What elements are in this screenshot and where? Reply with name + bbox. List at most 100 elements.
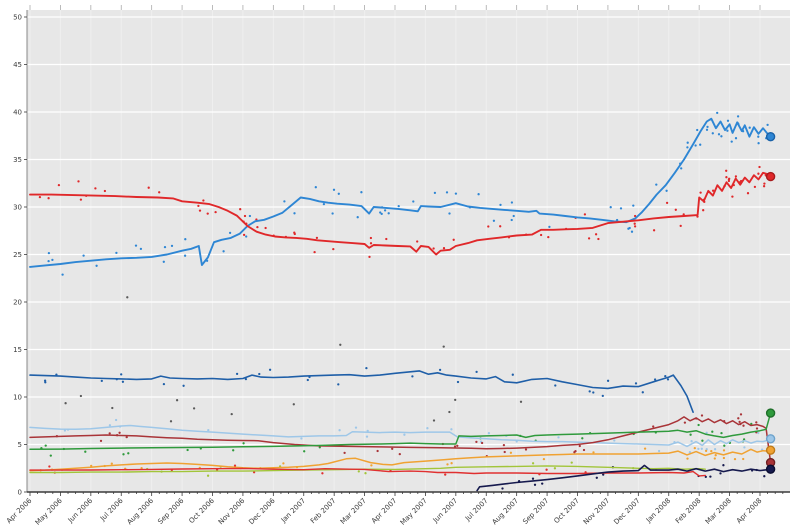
poll-dot	[763, 182, 766, 185]
poll-dot	[487, 225, 490, 228]
poll-dot	[169, 420, 173, 423]
y-tick-label: 30	[13, 204, 22, 212]
poll-dot	[725, 176, 728, 179]
poll-dot	[369, 236, 373, 240]
poll-dot	[510, 201, 514, 204]
poll-dot	[122, 453, 125, 456]
poll-dot	[79, 198, 83, 201]
poll-dot	[364, 472, 367, 475]
poll-dot	[63, 429, 67, 432]
poll-dot	[206, 474, 210, 477]
poll-dot	[314, 186, 317, 189]
y-tick-label: 5	[18, 441, 22, 449]
poll-dot	[114, 418, 118, 422]
poll-dot	[121, 380, 125, 383]
poll-dot	[700, 447, 703, 450]
trend-line-maroon	[29, 416, 772, 464]
poll-dot	[730, 140, 733, 143]
poll-dot	[475, 440, 478, 444]
poll-dot	[619, 207, 623, 210]
trend-line-pale-blue	[29, 424, 772, 448]
poll-dot	[679, 224, 682, 228]
poll-dot	[256, 225, 259, 229]
poll-dot	[387, 212, 390, 215]
poll-dot	[197, 204, 200, 208]
poll-dot	[442, 247, 446, 250]
result-marker-light-blue	[765, 131, 776, 142]
poll-dot	[242, 233, 246, 237]
poll-dot	[293, 212, 296, 215]
poll-dot	[666, 378, 670, 381]
poll-dot	[557, 436, 560, 439]
poll-dot	[686, 457, 689, 460]
poll-dot	[694, 144, 697, 147]
poll-dot	[699, 143, 702, 146]
poll-dot	[44, 381, 47, 384]
poll-dot	[602, 473, 605, 476]
poll-dot	[492, 219, 496, 222]
poll-dot	[641, 391, 644, 394]
poll-dot	[315, 236, 319, 240]
poll-dot	[548, 225, 551, 229]
poll-dot	[79, 394, 83, 398]
poll-dot	[733, 457, 737, 461]
poll-dot	[680, 167, 683, 170]
trend-line-red	[29, 171, 772, 256]
poll-dot	[383, 209, 387, 212]
poll-dot	[697, 447, 700, 451]
poll-dot	[713, 457, 716, 460]
poll-dot	[701, 439, 704, 442]
poll-dot	[158, 191, 161, 194]
poll-dot	[244, 377, 248, 381]
poll-dot	[339, 343, 342, 346]
poll-dot	[643, 447, 647, 450]
poll-dot	[120, 373, 123, 376]
poll-dot	[726, 129, 729, 132]
poll-dot	[94, 187, 97, 190]
poll-dot	[541, 482, 544, 485]
poll-dot	[757, 172, 760, 175]
poll-dot	[499, 225, 502, 228]
poll-dot	[162, 260, 165, 263]
poll-dot	[444, 473, 447, 476]
trend-line-dark-blue	[29, 370, 694, 414]
poll-dot	[477, 193, 480, 196]
poll-dot	[222, 250, 225, 253]
poll-dot	[214, 210, 217, 214]
poll-dot	[283, 200, 286, 203]
poll-dot	[705, 431, 708, 434]
y-tick-label: 40	[13, 109, 22, 117]
poll-dot	[103, 189, 107, 193]
poll-dot	[630, 230, 634, 233]
poll-dot	[512, 214, 515, 218]
poll-dot	[380, 212, 383, 216]
poll-dot	[432, 419, 436, 422]
poll-dot	[368, 255, 371, 259]
poll-dot	[531, 462, 535, 465]
poll-dot	[354, 426, 358, 429]
poll-dot	[332, 247, 335, 251]
result-marker-navy	[765, 464, 776, 474]
poll-dot	[502, 443, 506, 447]
poll-dot	[696, 128, 699, 132]
poll-dot	[454, 192, 458, 195]
poll-dot	[531, 477, 535, 480]
result-marker-green	[765, 408, 776, 418]
poll-dot	[446, 463, 449, 466]
poll-dot	[594, 233, 598, 236]
poll-dot	[689, 433, 692, 436]
poll-dot	[510, 218, 513, 222]
poll-dot	[595, 476, 598, 479]
poll-dot	[82, 254, 85, 257]
poll-dot	[545, 468, 548, 471]
poll-dot	[239, 208, 242, 211]
poll-dot	[547, 235, 550, 239]
poll-dot	[633, 214, 637, 218]
poll-dot	[714, 454, 717, 457]
y-tick-label: 10	[13, 394, 22, 402]
poll-dot	[711, 430, 714, 433]
plot-background	[27, 10, 790, 492]
y-tick-label: 50	[13, 14, 22, 22]
poll-dot	[736, 115, 740, 118]
